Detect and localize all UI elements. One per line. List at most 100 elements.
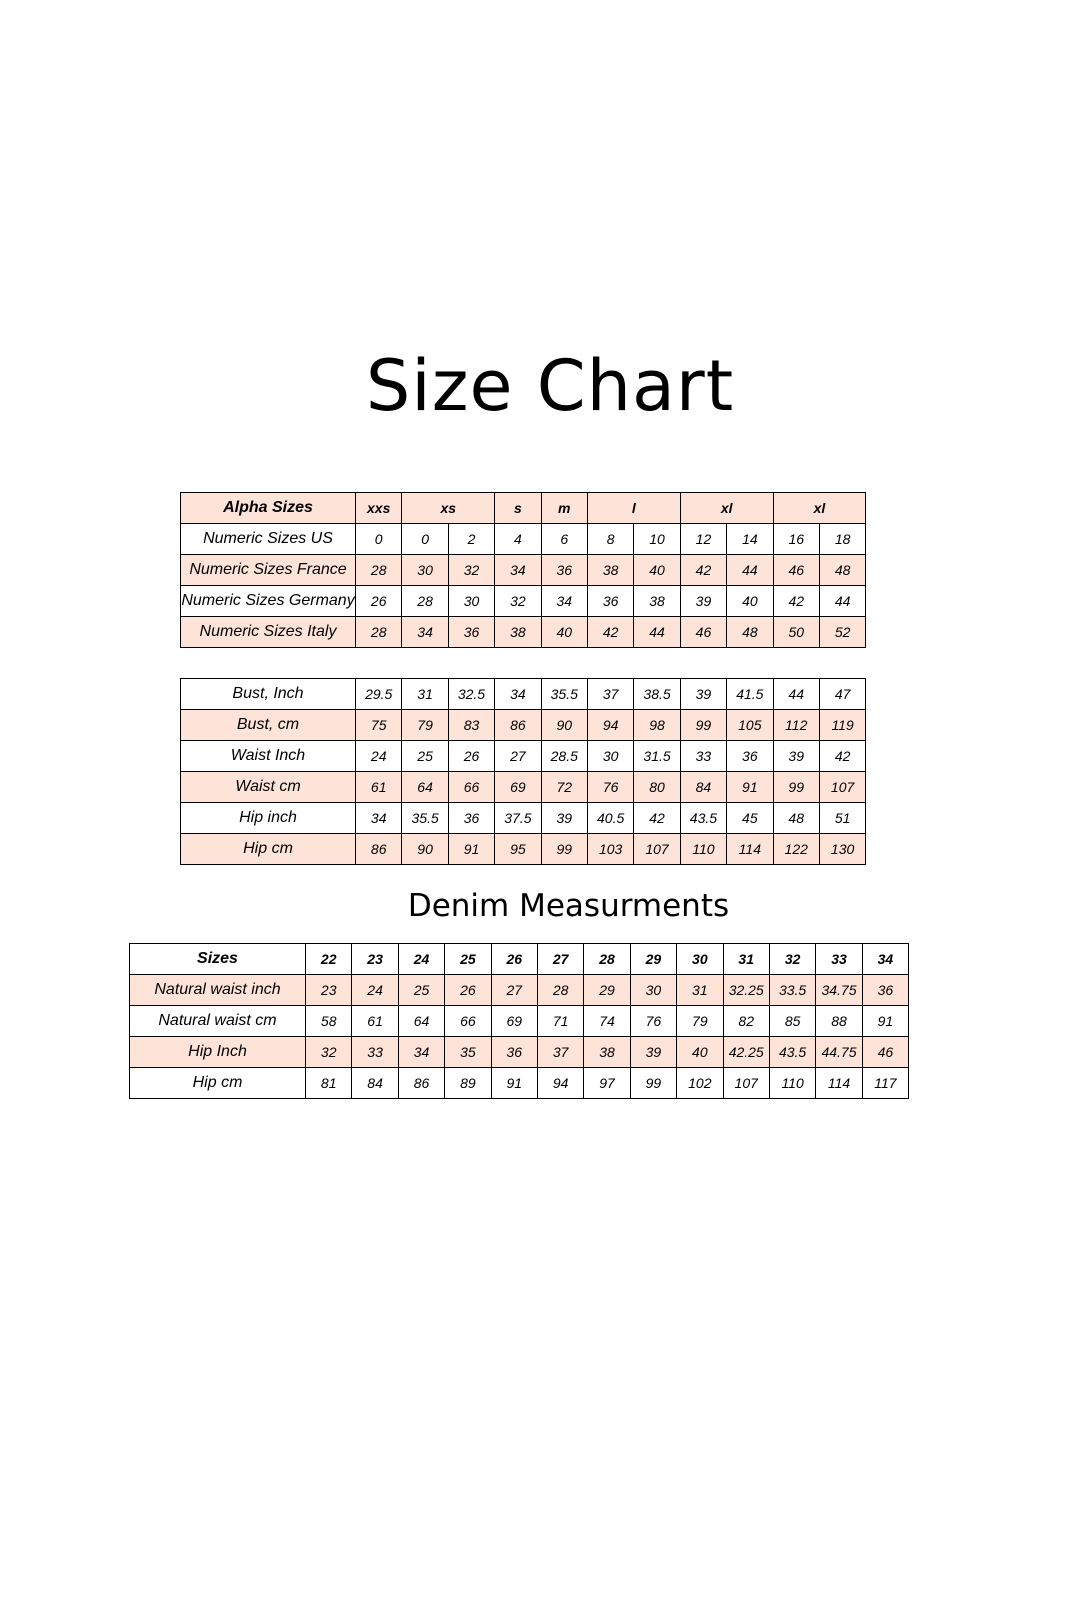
denim-measurements-table: Sizes 22 23 24 25 26 27 28 29 30 31 32 33 34 Natural w… — [129, 943, 910, 1099]
table-cell: 30 — [629, 974, 678, 1006]
alpha-size-header: m — [540, 492, 588, 524]
table-cell: 44 — [633, 616, 681, 648]
row-label: Natural waist cm — [129, 1005, 306, 1037]
table-cell: 119 — [818, 709, 867, 741]
table-cell: 114 — [815, 1067, 863, 1099]
table-cell: 84 — [679, 771, 728, 803]
table-cell: 110 — [768, 1067, 817, 1099]
table-cell: 36 — [540, 554, 588, 586]
row-label: Sizes — [129, 943, 306, 975]
table-cell: 0 — [354, 523, 403, 555]
table-cell: 86 — [354, 833, 403, 865]
table-cell: 99 — [679, 709, 728, 741]
table-cell: 94 — [536, 1067, 585, 1099]
table-cell: 42 — [586, 616, 635, 648]
table-cell: 28 — [583, 943, 631, 975]
row-label: Numeric Sizes Italy — [180, 616, 356, 648]
table-cell: 40 — [540, 616, 588, 648]
alpha-size-header: xl — [679, 492, 774, 524]
row-label: Bust, Inch — [180, 678, 356, 710]
table-cell: 6 — [540, 523, 588, 555]
table-cell: 98 — [633, 709, 681, 741]
table-cell: 105 — [726, 709, 774, 741]
table-cell: 95 — [494, 833, 542, 865]
row-label: Numeric Sizes US — [180, 523, 356, 555]
table-cell: 44 — [772, 678, 820, 710]
table-cell: 14 — [726, 523, 774, 555]
table-cell: 40.5 — [586, 802, 635, 834]
table-cell: 91 — [447, 833, 496, 865]
table-cell: 26 — [490, 943, 538, 975]
table-cell: 99 — [540, 833, 588, 865]
table-row: Hip cm 81 84 86 89 91 94 97 99 102 107 110 114 117 — [129, 1067, 910, 1099]
table-cell: 35.5 — [540, 678, 588, 710]
table-row: Hip inch 34 35.5 36 37.5 39 40.5 42 43.5 45 48 51 — [180, 802, 867, 834]
size-conversion-table: Alpha Sizes xxs xs s m l xl xl Numeric Sizes US 0… — [180, 492, 867, 648]
table-cell: 33.5 — [768, 974, 817, 1006]
table-row: Waist Inch 24 25 26 27 28.5 30 31.5 33 36 39 42 — [180, 740, 867, 772]
table-cell: 39 — [629, 1036, 678, 1068]
row-label: Waist Inch — [180, 740, 356, 772]
table-cell: 46 — [679, 616, 728, 648]
alpha-size-header: xxs — [354, 492, 403, 524]
alpha-sizes-header-row: Alpha Sizes xxs xs s m l xl xl — [180, 492, 867, 524]
table-cell: 110 — [679, 833, 728, 865]
table-cell: 112 — [772, 709, 820, 741]
table-cell: 42 — [818, 740, 867, 772]
table-cell: 114 — [726, 833, 774, 865]
table-cell: 71 — [536, 1005, 585, 1037]
table-cell: 44.75 — [815, 1036, 863, 1068]
table-cell: 38 — [583, 1036, 631, 1068]
table-cell: 35.5 — [401, 802, 449, 834]
table-cell: 80 — [633, 771, 681, 803]
table-cell: 26 — [447, 740, 496, 772]
table-row: Hip Inch 32 33 34 35 36 37 38 39 40 42.25 43.5 44.75… — [129, 1036, 910, 1068]
table-cell: 34 — [540, 585, 588, 617]
table-cell: 47 — [818, 678, 867, 710]
table-cell: 39 — [679, 678, 728, 710]
table-cell: 102 — [676, 1067, 724, 1099]
table-cell: 91 — [861, 1005, 910, 1037]
table-cell: 75 — [354, 709, 403, 741]
table-cell: 40 — [633, 554, 681, 586]
table-cell: 64 — [401, 771, 449, 803]
table-cell: 8 — [586, 523, 635, 555]
table-cell: 46 — [861, 1036, 910, 1068]
table-cell: 36 — [586, 585, 635, 617]
table-cell: 31 — [676, 974, 724, 1006]
table-cell: 18 — [818, 523, 867, 555]
table-row: Numeric Sizes Italy 28 34 36 38 40 42 44 46 48 50 5… — [180, 616, 867, 648]
table-row: Numeric Sizes France 28 30 32 34 36 38 40 42 44 46… — [180, 554, 867, 586]
row-label: Alpha Sizes — [180, 492, 356, 524]
table-cell: 61 — [351, 1005, 399, 1037]
table-cell: 26 — [444, 974, 492, 1006]
table-cell: 32 — [768, 943, 817, 975]
alpha-size-header: s — [494, 492, 542, 524]
table-cell: 34.75 — [815, 974, 863, 1006]
table-cell: 34 — [397, 1036, 446, 1068]
row-label: Hip cm — [129, 1067, 306, 1099]
table-cell: 107 — [722, 1067, 770, 1099]
table-cell: 34 — [401, 616, 449, 648]
table-cell: 37 — [536, 1036, 585, 1068]
table-cell: 32 — [304, 1036, 353, 1068]
table-cell: 86 — [494, 709, 542, 741]
table-cell: 33 — [679, 740, 728, 772]
table-row: Numeric Sizes Germany 26 28 30 32 34 36 38 39 40 4… — [180, 585, 867, 617]
table-cell: 28 — [401, 585, 449, 617]
table-cell: 2 — [447, 523, 496, 555]
table-cell: 42 — [772, 585, 820, 617]
table-cell: 130 — [818, 833, 867, 865]
table-cell: 23 — [351, 943, 399, 975]
table-cell: 82 — [722, 1005, 770, 1037]
table-cell: 40 — [726, 585, 774, 617]
table-cell: 94 — [586, 709, 635, 741]
table-cell: 50 — [772, 616, 820, 648]
table-cell: 48 — [772, 802, 820, 834]
table-cell: 85 — [768, 1005, 817, 1037]
table-cell: 29.5 — [354, 678, 403, 710]
table-cell: 76 — [629, 1005, 678, 1037]
table-cell: 58 — [304, 1005, 353, 1037]
table-cell: 37 — [586, 678, 635, 710]
table-cell: 30 — [586, 740, 635, 772]
